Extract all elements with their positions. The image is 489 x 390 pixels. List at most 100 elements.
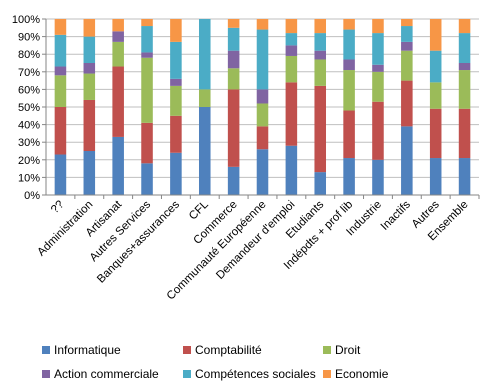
bar-segment — [141, 26, 153, 53]
bar-segment — [343, 19, 355, 30]
y-tick-label: 20% — [18, 155, 40, 167]
bar-segment — [83, 63, 96, 74]
bar-segment — [170, 41, 182, 79]
bar-segment — [54, 75, 67, 107]
bar-segment — [141, 19, 153, 27]
bar-segment — [54, 66, 67, 76]
bar-segment — [256, 126, 269, 150]
bar-segment — [429, 108, 442, 159]
bar-segment — [198, 19, 211, 90]
bar-segment — [83, 73, 96, 100]
bar-segment — [227, 50, 240, 69]
bar-segment — [256, 29, 269, 90]
bar-segment — [83, 36, 96, 63]
bar-segment — [227, 27, 240, 51]
bar-segment — [343, 29, 355, 60]
legend-label: Compétences sociales — [195, 367, 316, 381]
bar-segment — [141, 57, 153, 123]
bar-segment — [372, 64, 384, 72]
bar-segment — [54, 19, 67, 35]
y-tick-label: 100% — [12, 14, 40, 26]
bar-segment — [458, 19, 471, 34]
bar-segment — [112, 136, 124, 195]
legend-swatch — [323, 370, 331, 378]
bar-segment — [429, 82, 442, 109]
bar-segment — [285, 145, 298, 195]
bar-segment — [314, 50, 327, 60]
bar-segment — [256, 149, 269, 195]
bar-segment — [314, 85, 327, 173]
bar-segment — [314, 33, 327, 51]
bar-segment — [83, 99, 96, 151]
bar-segment — [401, 126, 413, 195]
bar-segment — [401, 26, 413, 42]
legend-swatch — [323, 346, 331, 354]
x-category-label: Inactifs — [379, 198, 413, 232]
bar-segment — [458, 63, 471, 71]
axes — [42, 18, 480, 199]
bar-segment — [112, 41, 124, 67]
y-tick-label: 60% — [18, 84, 40, 96]
bar-segment — [401, 41, 413, 51]
bar-segment — [343, 59, 355, 71]
bar-segment — [285, 82, 298, 146]
bar-segment — [285, 33, 298, 46]
bar-segment — [458, 158, 471, 195]
bar-segment — [54, 34, 67, 67]
bar-segment — [170, 115, 182, 153]
legend-label: Economie — [335, 367, 389, 381]
legend-swatch — [183, 370, 191, 378]
bar-segment — [458, 108, 471, 159]
legend-swatch — [42, 370, 50, 378]
bar-segment — [343, 158, 355, 195]
bar-segment — [256, 89, 269, 104]
bar-segment — [227, 166, 240, 195]
bar-segment — [256, 103, 269, 127]
y-tick-label: 0% — [24, 190, 40, 202]
bar-segment — [458, 70, 471, 109]
bar-segment — [170, 19, 182, 42]
bar-segment — [343, 110, 355, 159]
bar-segment — [112, 19, 124, 32]
bar-segment — [372, 19, 384, 34]
legend-label: Comptabilité — [195, 343, 262, 357]
bar-segment — [54, 107, 67, 155]
y-tick-label: 70% — [18, 67, 40, 79]
y-tick-label: 30% — [18, 137, 40, 149]
bar-segment — [429, 50, 442, 83]
bar-segment — [401, 50, 413, 81]
y-tick-label: 80% — [18, 49, 40, 61]
y-tick-label: 50% — [18, 102, 40, 114]
legend-label: Droit — [335, 343, 361, 357]
bar-segment — [372, 33, 384, 65]
bar-segment — [83, 151, 96, 195]
legend-label: Informatique — [54, 343, 121, 357]
bar-segment — [429, 19, 442, 51]
bar-segment — [141, 52, 153, 58]
bar-segment — [372, 101, 384, 160]
legend-swatch — [42, 346, 50, 354]
y-axis-ticks: 0% 10% 20% 30% 40% 50% 60% 70% 80% 90% 100% — [12, 14, 40, 202]
bar-segment — [112, 66, 124, 137]
bar-segment — [343, 70, 355, 111]
bar-segment — [458, 33, 471, 63]
bar-segment — [285, 55, 298, 83]
y-tick-label: 40% — [18, 120, 40, 132]
legend-swatch — [183, 346, 191, 354]
bar-segment — [285, 45, 298, 56]
bar-segment — [256, 19, 269, 30]
legend-label: Action commerciale — [54, 367, 159, 381]
bar-segment — [429, 158, 442, 195]
bar-segment — [314, 19, 327, 34]
bar-segment — [314, 59, 327, 86]
bar-segment — [285, 19, 298, 34]
y-tick-label: 90% — [18, 32, 40, 44]
bar-segment — [112, 31, 124, 42]
legend: Informatique Comptabilité Droit Action comm… — [42, 343, 389, 381]
bar-segment — [401, 19, 413, 27]
bar-segment — [227, 68, 240, 90]
bar-segment — [227, 19, 240, 28]
